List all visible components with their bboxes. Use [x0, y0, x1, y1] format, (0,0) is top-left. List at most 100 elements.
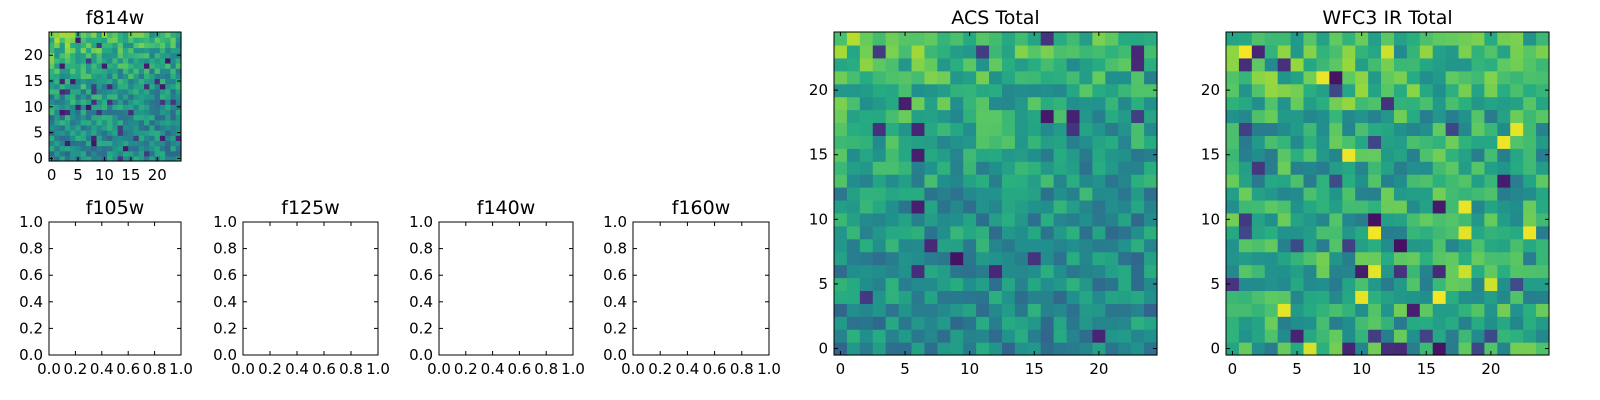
- heatmap-cell: [159, 140, 166, 147]
- heatmap-cell: [54, 93, 61, 100]
- heatmap-cell: [1484, 316, 1498, 330]
- heatmap-cell: [1536, 187, 1550, 201]
- heatmap-cell: [70, 57, 76, 64]
- heatmap-cell: [1445, 329, 1460, 343]
- heatmap-cell: [1290, 277, 1305, 291]
- heatmap-cell: [128, 119, 135, 126]
- heatmap-cell: [924, 109, 938, 124]
- heatmap-cell: [1355, 316, 1369, 330]
- heatmap-cell: [950, 148, 964, 162]
- y-tick-label: 0.0: [213, 346, 237, 364]
- heatmap-cell: [924, 225, 938, 240]
- heatmap-cell: [138, 140, 145, 147]
- heatmap-cell: [85, 88, 92, 95]
- x-tick-label: 5: [1292, 360, 1302, 378]
- heatmap-cell: [96, 130, 103, 136]
- heatmap-cell: [1144, 264, 1158, 279]
- y-tick-label: 5: [33, 124, 43, 142]
- heatmap-cell: [859, 161, 874, 175]
- heatmap-cell: [937, 264, 951, 279]
- heatmap-cell: [70, 109, 76, 116]
- heatmap-cell: [1264, 148, 1279, 162]
- heatmap-cell: [859, 329, 874, 343]
- heatmap-cell: [138, 119, 145, 126]
- heatmap-cell: [1251, 161, 1266, 175]
- heatmap-cell: [937, 148, 951, 162]
- heatmap-cell: [1536, 199, 1550, 214]
- heatmap-cell: [1105, 83, 1119, 98]
- heatmap-cell: [1277, 277, 1292, 291]
- heatmap-cell: [1355, 57, 1369, 72]
- heatmap-cell: [1092, 174, 1106, 188]
- heatmap-cell: [128, 150, 135, 157]
- heatmap-cell: [1144, 238, 1158, 253]
- heatmap-cell: [59, 57, 66, 64]
- heatmap-cell: [963, 174, 977, 188]
- heatmap-cell: [1014, 303, 1029, 317]
- heatmap-cell: [1053, 148, 1068, 162]
- heatmap-cell: [144, 57, 150, 64]
- heatmap-cell: [144, 93, 150, 100]
- heatmap-cell: [144, 37, 150, 43]
- heatmap-cell: [1040, 109, 1055, 124]
- heatmap-cell: [1027, 148, 1042, 162]
- heatmap-cell: [159, 57, 166, 64]
- heatmap-cell: [1497, 277, 1511, 291]
- heatmap-cell: [122, 73, 129, 80]
- heatmap-cell: [989, 277, 1003, 291]
- heatmap-cell: [70, 88, 76, 95]
- heatmap-cell: [1342, 96, 1356, 111]
- heatmap-cell: [1053, 174, 1068, 188]
- heatmap-cell: [49, 93, 55, 100]
- x-tick-label: 0.0: [427, 360, 451, 378]
- heatmap-cell: [1303, 32, 1318, 46]
- y-tick-label: 1.0: [213, 213, 237, 231]
- heatmap-cell: [159, 99, 166, 105]
- heatmap-cell: [91, 150, 98, 157]
- heatmap-cell: [885, 135, 900, 149]
- heatmap-cell: [1027, 122, 1042, 136]
- heatmap-cell: [1316, 290, 1330, 304]
- heatmap-cell: [937, 57, 951, 72]
- heatmap-cell: [872, 44, 887, 59]
- heatmap-cell: [54, 145, 61, 152]
- axes-frame: [48, 31, 182, 162]
- heatmap-cell: [1027, 238, 1042, 253]
- heatmap-cell: [1458, 329, 1473, 343]
- heatmap-cell: [1316, 109, 1330, 124]
- heatmap-cell: [1303, 303, 1318, 317]
- heatmap-cell: [950, 83, 964, 98]
- heatmap-cell: [1001, 264, 1016, 279]
- heatmap-cell: [1368, 264, 1382, 279]
- heatmap-cell: [885, 342, 900, 356]
- heatmap-cell: [898, 251, 913, 266]
- heatmap-cell: [1471, 32, 1485, 46]
- heatmap-cell: [138, 99, 145, 105]
- heatmap-cell: [1471, 342, 1485, 356]
- heatmap-cell: [112, 150, 119, 157]
- heatmap-cell: [1471, 225, 1485, 240]
- heatmap-cell: [170, 88, 177, 95]
- heatmap-cell: [80, 73, 87, 80]
- heatmap-cell: [1118, 225, 1132, 240]
- heatmap-cell: [1393, 96, 1408, 111]
- heatmap-cell: [1419, 264, 1434, 279]
- heatmap-cell: [59, 62, 66, 69]
- heatmap-cell: [1238, 32, 1253, 46]
- heatmap-cell: [59, 119, 66, 126]
- heatmap-cell: [1342, 290, 1356, 304]
- heatmap-cell: [1458, 44, 1473, 59]
- heatmap-cell: [834, 329, 848, 343]
- heatmap-cell: [963, 316, 977, 330]
- heatmap-cell: [885, 57, 900, 72]
- x-tick-label: 0.8: [143, 360, 167, 378]
- heatmap-cell: [1406, 290, 1421, 304]
- heatmap-cell: [846, 290, 861, 304]
- heatmap-cell: [846, 238, 861, 253]
- heatmap-cell: [950, 109, 964, 124]
- heatmap-cell: [101, 52, 108, 59]
- heatmap-cell: [976, 122, 990, 136]
- heatmap-cell: [149, 42, 156, 49]
